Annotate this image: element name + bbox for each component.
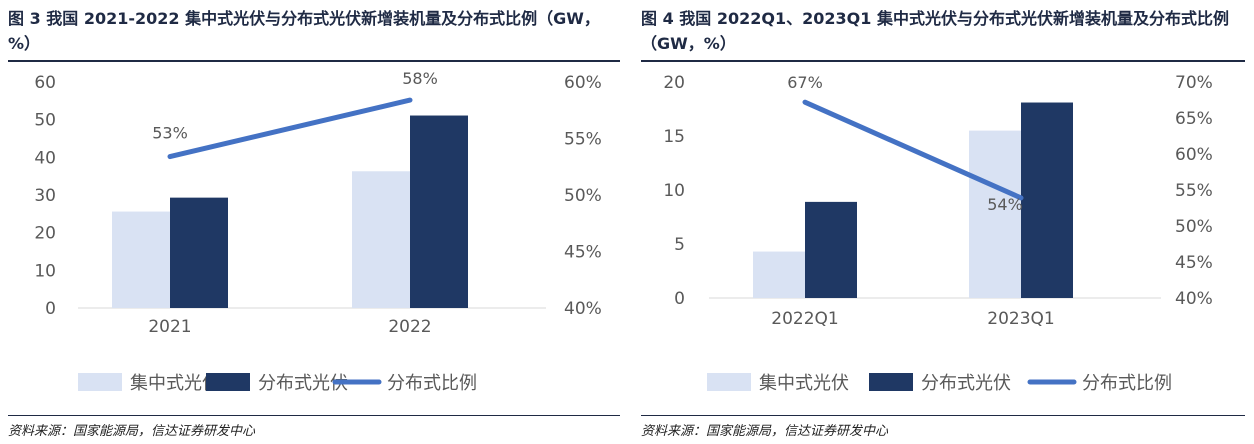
source-divider-2 bbox=[641, 415, 1245, 416]
left-axis-tick-label: 0 bbox=[45, 299, 56, 319]
left-axis-tick-label: 5 bbox=[674, 235, 685, 255]
bar-centralized-pv bbox=[753, 251, 805, 298]
left-axis-tick-label: 20 bbox=[34, 224, 56, 244]
right-axis-tick-label: 60% bbox=[564, 73, 602, 93]
chart-2: 0 5 10 15 20 40% 45% 50% 55% 60% 65% 70% 2022Q1 2023Q… bbox=[663, 73, 1213, 394]
right-axis-tick-label: 50% bbox=[1175, 217, 1213, 237]
legend-label-centralized: 集中式光伏 bbox=[130, 373, 220, 394]
legend-label-distributed: 分布式光伏 bbox=[921, 373, 1011, 394]
line-data-label: 67% bbox=[787, 73, 823, 92]
left-axis-tick-label: 30 bbox=[34, 186, 56, 206]
legend-swatch-centralized bbox=[707, 373, 751, 391]
left-axis-tick-label: 0 bbox=[674, 289, 685, 309]
right-axis-tick-label: 45% bbox=[1175, 253, 1213, 273]
source-note-1: 资料来源：国家能源局，信达证券研发中心 bbox=[8, 424, 256, 439]
legend-label-share: 分布式比例 bbox=[387, 373, 477, 394]
legend-label-share: 分布式比例 bbox=[1082, 373, 1172, 394]
chart-title-1: 图 3 我国 2021-2022 集中式光伏与分布式光伏新增装机量及分布式比例（… bbox=[8, 9, 600, 53]
line-distributed-share bbox=[802, 99, 1024, 201]
right-axis-tick-label: 45% bbox=[564, 243, 602, 263]
left-axis-tick-label: 15 bbox=[663, 127, 685, 147]
legend-swatch-distributed bbox=[869, 373, 913, 391]
bar-centralized-pv bbox=[112, 211, 170, 308]
legend-swatch-centralized bbox=[78, 373, 122, 391]
chart-panel-1: 图 3 我国 2021-2022 集中式光伏与分布式光伏新增装机量及分布式比例（… bbox=[8, 0, 620, 444]
bar-centralized-pv bbox=[969, 130, 1021, 298]
bar-distributed-pv bbox=[410, 115, 468, 308]
bar-centralized-pv bbox=[352, 171, 410, 308]
chart-1: 0 10 20 30 40 50 60 40% 45% 50% 55% 60% 2021 2022 53% 5… bbox=[34, 69, 602, 394]
category-label: 2023Q1 bbox=[987, 309, 1054, 329]
source-note-2: 资料来源：国家能源局，信达证券研发中心 bbox=[641, 424, 889, 439]
left-axis-tick-label: 40 bbox=[34, 148, 56, 168]
title-divider-1 bbox=[8, 60, 620, 62]
source-divider-1 bbox=[8, 415, 620, 416]
right-axis-tick-label: 40% bbox=[564, 299, 602, 319]
bar-distributed-pv bbox=[1021, 102, 1073, 299]
category-label: 2022 bbox=[388, 317, 431, 337]
legend-swatch-distributed bbox=[206, 373, 250, 391]
bar-distributed-pv bbox=[170, 197, 228, 308]
title-divider-2 bbox=[641, 60, 1245, 62]
chart-panel-2: 图 4 我国 2022Q1、2023Q1 集中式光伏与分布式光伏新增装机量及分布… bbox=[641, 0, 1245, 444]
right-axis-tick-label: 70% bbox=[1175, 73, 1213, 93]
right-axis-tick-label: 40% bbox=[1175, 289, 1213, 309]
line-data-label: 58% bbox=[402, 69, 438, 88]
left-axis-tick-label: 60 bbox=[34, 73, 56, 93]
category-label: 2022Q1 bbox=[771, 309, 838, 329]
chart-title-2: 图 4 我国 2022Q1、2023Q1 集中式光伏与分布式光伏新增装机量及分布… bbox=[641, 9, 1229, 53]
right-axis-tick-label: 60% bbox=[1175, 145, 1213, 165]
right-axis-tick-label: 50% bbox=[564, 186, 602, 206]
left-axis-tick-label: 50 bbox=[34, 111, 56, 131]
right-axis-tick-label: 65% bbox=[1175, 109, 1213, 129]
bar-distributed-pv bbox=[805, 201, 857, 298]
right-axis-tick-label: 55% bbox=[564, 130, 602, 150]
category-label: 2021 bbox=[148, 317, 191, 337]
left-axis-tick-label: 10 bbox=[34, 261, 56, 281]
right-axis-tick-label: 55% bbox=[1175, 181, 1213, 201]
legend-label-distributed: 分布式光伏 bbox=[258, 373, 348, 394]
line-data-label: 54% bbox=[987, 195, 1023, 214]
left-axis-tick-label: 10 bbox=[663, 181, 685, 201]
legend-label-centralized: 集中式光伏 bbox=[759, 373, 849, 394]
line-data-label: 53% bbox=[152, 124, 188, 143]
line-distributed-share bbox=[167, 97, 413, 160]
left-axis-tick-label: 20 bbox=[663, 73, 685, 93]
